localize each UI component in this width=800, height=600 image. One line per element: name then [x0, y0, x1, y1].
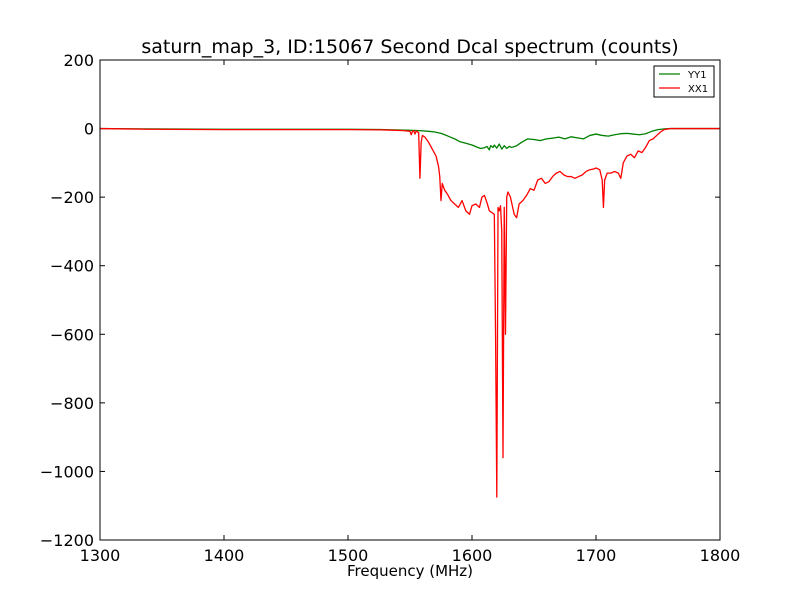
y-tick-label: −400 [50, 257, 94, 276]
x-tick-label: 1600 [452, 546, 493, 565]
x-tick-label: 1300 [80, 546, 121, 565]
x-axis-label: Frequency (MHz) [347, 562, 473, 580]
y-tick-label: −1000 [40, 462, 94, 481]
y-tick-label: 200 [63, 51, 94, 70]
series-line-yy1 [99, 127, 720, 151]
x-tick-label: 1400 [204, 546, 245, 565]
series-line-xx1 [99, 127, 720, 498]
y-tick-label: −1200 [40, 531, 94, 550]
chart-title: saturn_map_3, ID:15067 Second Dcal spect… [141, 36, 678, 58]
y-tick-label: −600 [50, 325, 94, 344]
y-tick-label: 0 [84, 120, 94, 139]
y-tick-label: −200 [50, 188, 94, 207]
axis-tick-labels: 1300 1400 1500 1600 1700 1800 200 0 −200 −400 −600… [40, 51, 740, 565]
x-tick-label: 1500 [328, 546, 369, 565]
legend-label-xx1: XX1 [688, 84, 708, 95]
plot-frame [99, 59, 721, 541]
x-tick-label: 1700 [576, 546, 617, 565]
legend: YY1 XX1 [653, 65, 715, 98]
legend-box [653, 65, 715, 98]
legend-label-yy1: YY1 [687, 70, 707, 81]
plot-area [100, 60, 720, 540]
x-tick-label: 1800 [700, 546, 741, 565]
y-tick-label: −800 [50, 394, 94, 413]
series-layer [99, 127, 720, 498]
